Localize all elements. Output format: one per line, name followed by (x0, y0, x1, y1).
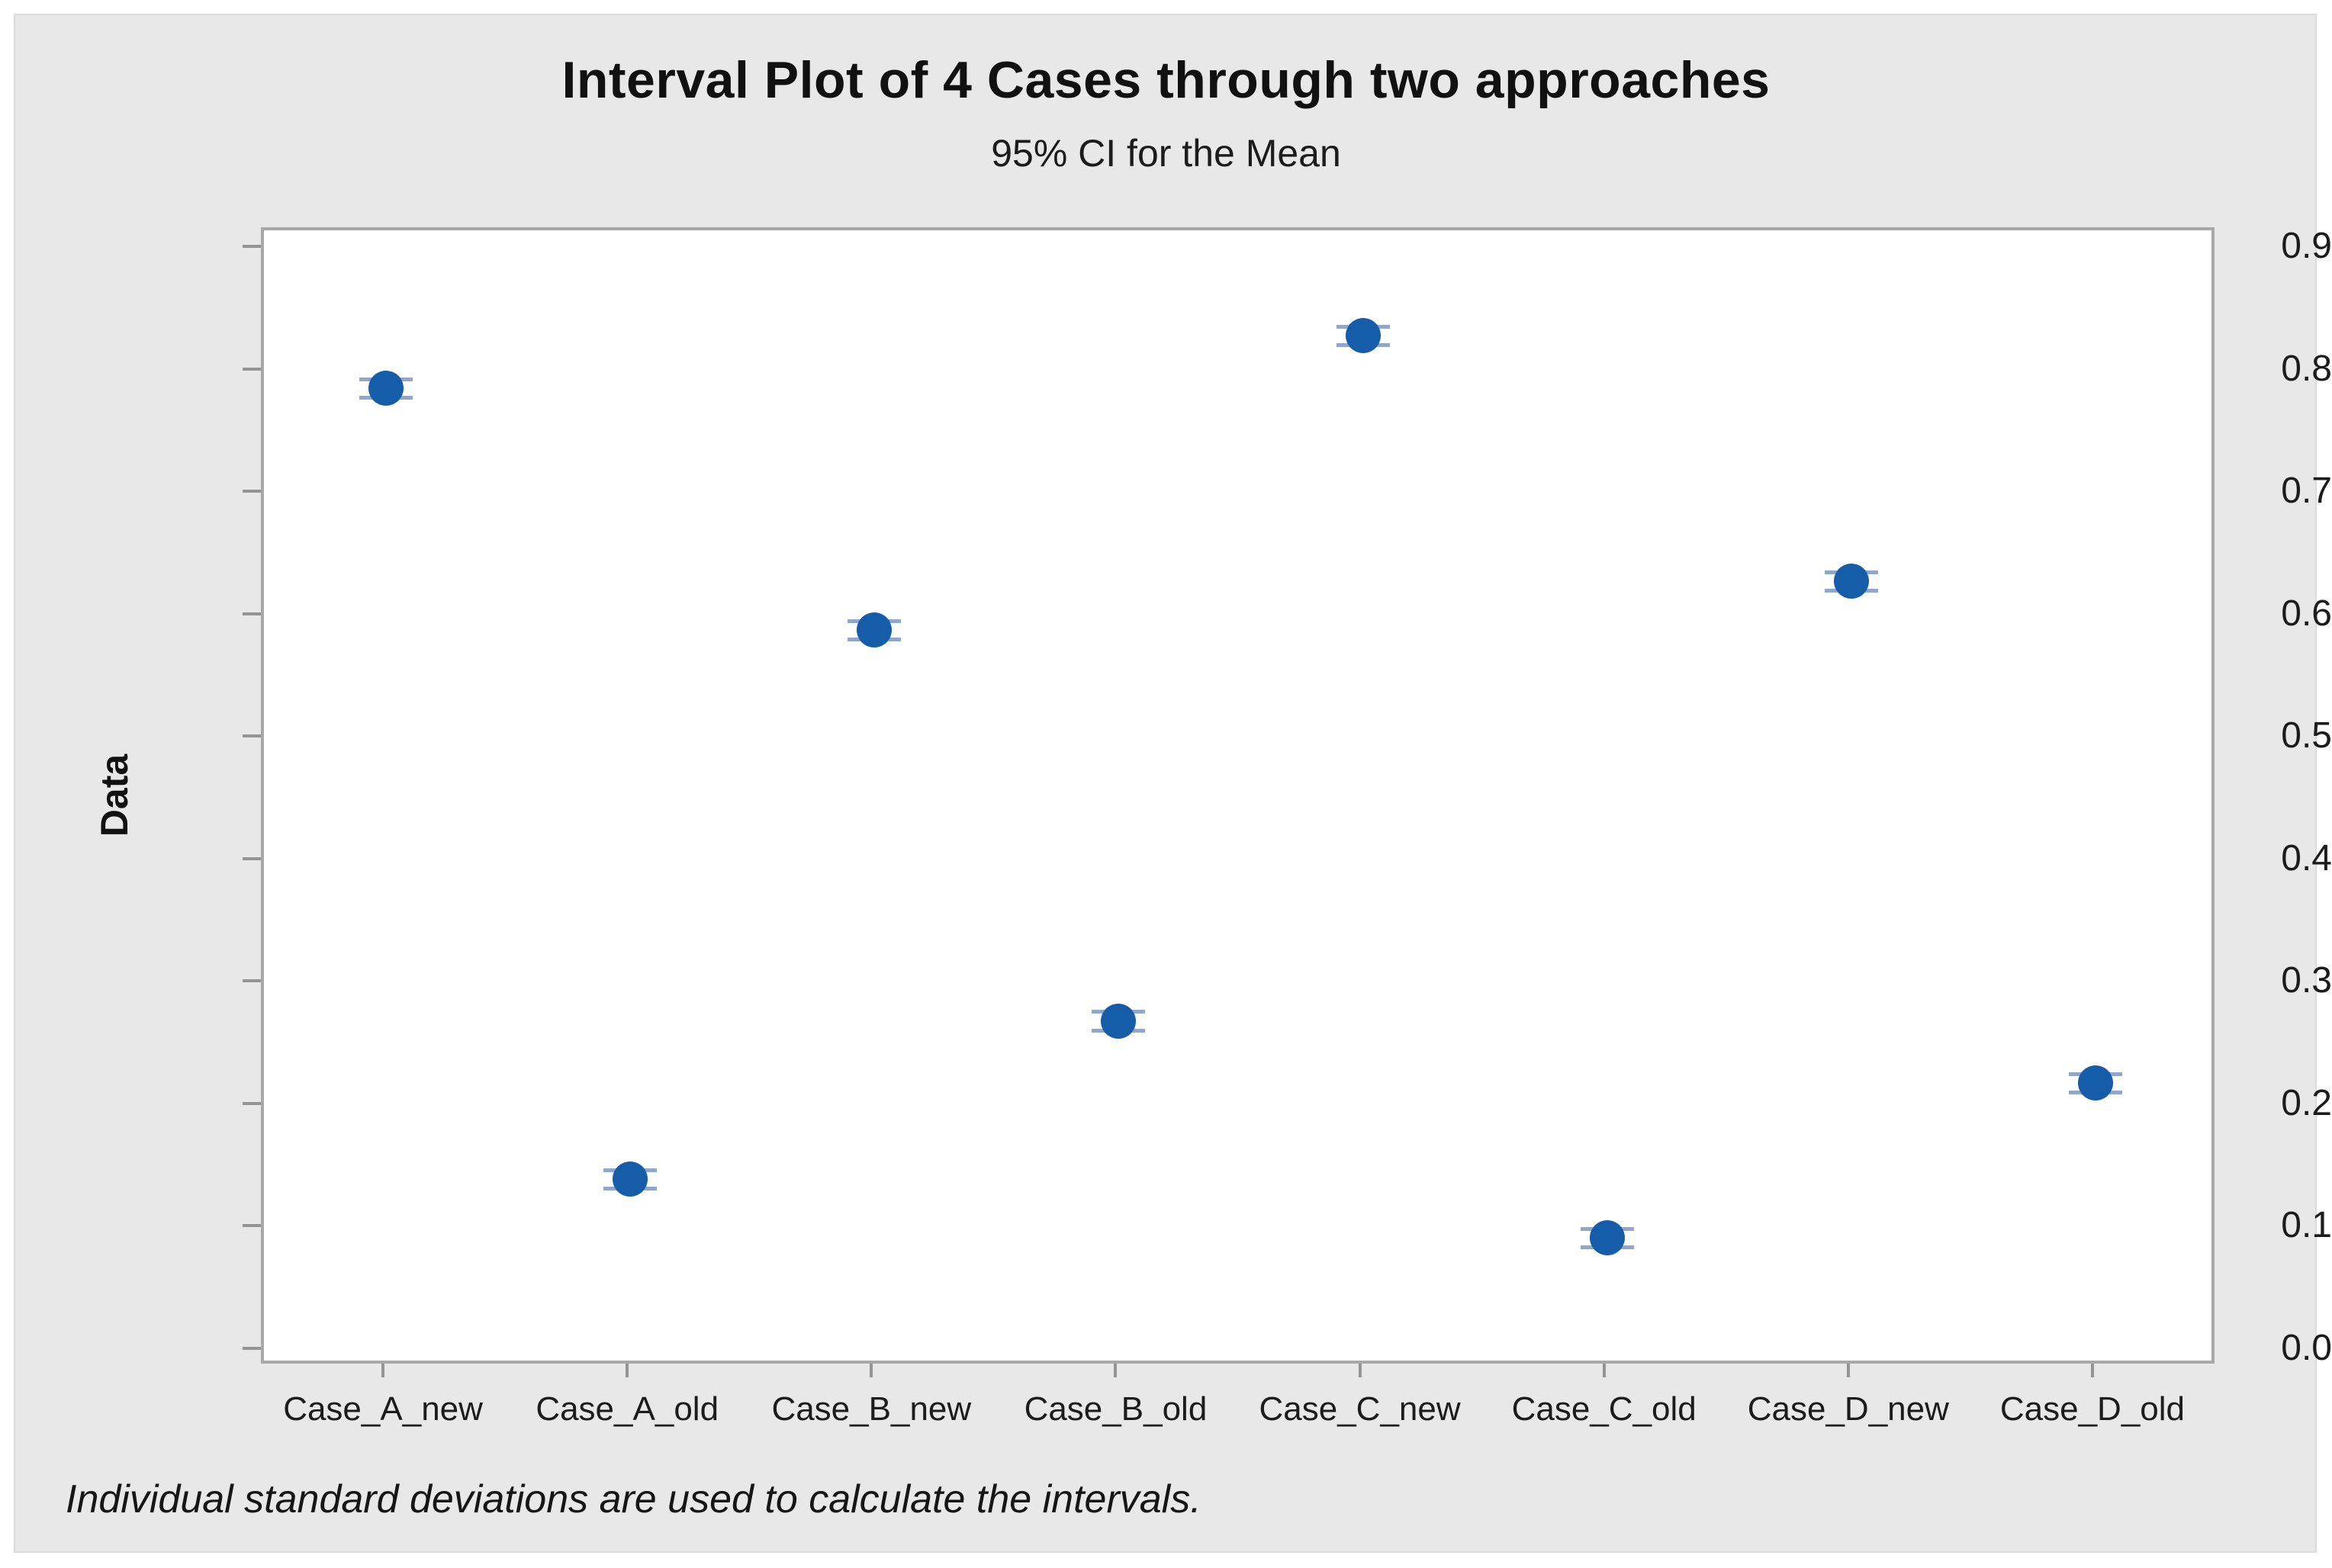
mean-point-case_b_new (857, 612, 893, 648)
chart-footnote: Individual standard deviations are used … (66, 1477, 1201, 1521)
x-tick-label-case_d_new: Case_D_new (1747, 1390, 1949, 1428)
mean-point-case_b_old (1101, 1003, 1137, 1039)
x-tick-mark (1846, 1364, 1850, 1377)
mean-point-case_d_new (1833, 564, 1869, 599)
y-tick-mark (243, 734, 261, 738)
x-tick-mark (1114, 1364, 1118, 1377)
x-tick-label-case_c_new: Case_C_new (1259, 1390, 1461, 1428)
x-tick-mark (1358, 1364, 1362, 1377)
y-tick-mark (243, 612, 261, 615)
y-tick-label: 0.8 (2281, 348, 2332, 389)
y-tick-label: 0.1 (2281, 1205, 2332, 1246)
y-tick-mark (243, 1224, 261, 1228)
mean-point-case_c_old (1589, 1219, 1625, 1255)
x-tick-mark (381, 1364, 385, 1377)
x-tick-label-case_b_new: Case_B_new (771, 1390, 972, 1428)
mean-point-case_d_old (2077, 1065, 2113, 1101)
x-tick-label-case_c_old: Case_C_old (1511, 1390, 1697, 1428)
y-tick-mark (243, 1101, 261, 1105)
y-tick-label: 0.2 (2281, 1082, 2332, 1123)
y-tick-mark (243, 367, 261, 371)
x-tick-mark (626, 1364, 629, 1377)
x-tick-label-case_b_old: Case_B_old (1024, 1390, 1208, 1428)
plot-area (261, 227, 2215, 1364)
chart-subtitle: 95% CI for the Mean (991, 132, 1341, 175)
x-tick-mark (1602, 1364, 1606, 1377)
y-tick-mark (243, 245, 261, 249)
y-tick-label: 0.7 (2281, 471, 2332, 512)
mean-point-case_a_old (613, 1161, 648, 1197)
y-tick-label: 0.6 (2281, 593, 2332, 634)
mean-point-case_c_new (1345, 317, 1381, 353)
chart-title: Interval Plot of 4 Cases through two app… (561, 51, 1771, 109)
y-tick-label: 0.4 (2281, 837, 2332, 879)
y-tick-mark (243, 979, 261, 983)
x-tick-label-case_a_new: Case_A_new (283, 1390, 483, 1428)
x-tick-label-case_a_old: Case_A_old (536, 1390, 719, 1428)
y-tick-label: 0.0 (2281, 1327, 2332, 1368)
y-tick-label: 0.3 (2281, 960, 2332, 1001)
x-tick-label-case_d_old: Case_D_old (1999, 1390, 2186, 1428)
x-tick-mark (2090, 1364, 2094, 1377)
y-tick-mark (243, 856, 261, 860)
y-tick-label: 0.5 (2281, 715, 2332, 757)
y-tick-mark (243, 490, 261, 493)
mean-point-case_a_new (368, 370, 404, 406)
y-tick-label: 0.9 (2281, 226, 2332, 267)
y-axis-label: Data (93, 753, 136, 837)
y-tick-mark (243, 1346, 261, 1350)
x-tick-mark (870, 1364, 873, 1377)
